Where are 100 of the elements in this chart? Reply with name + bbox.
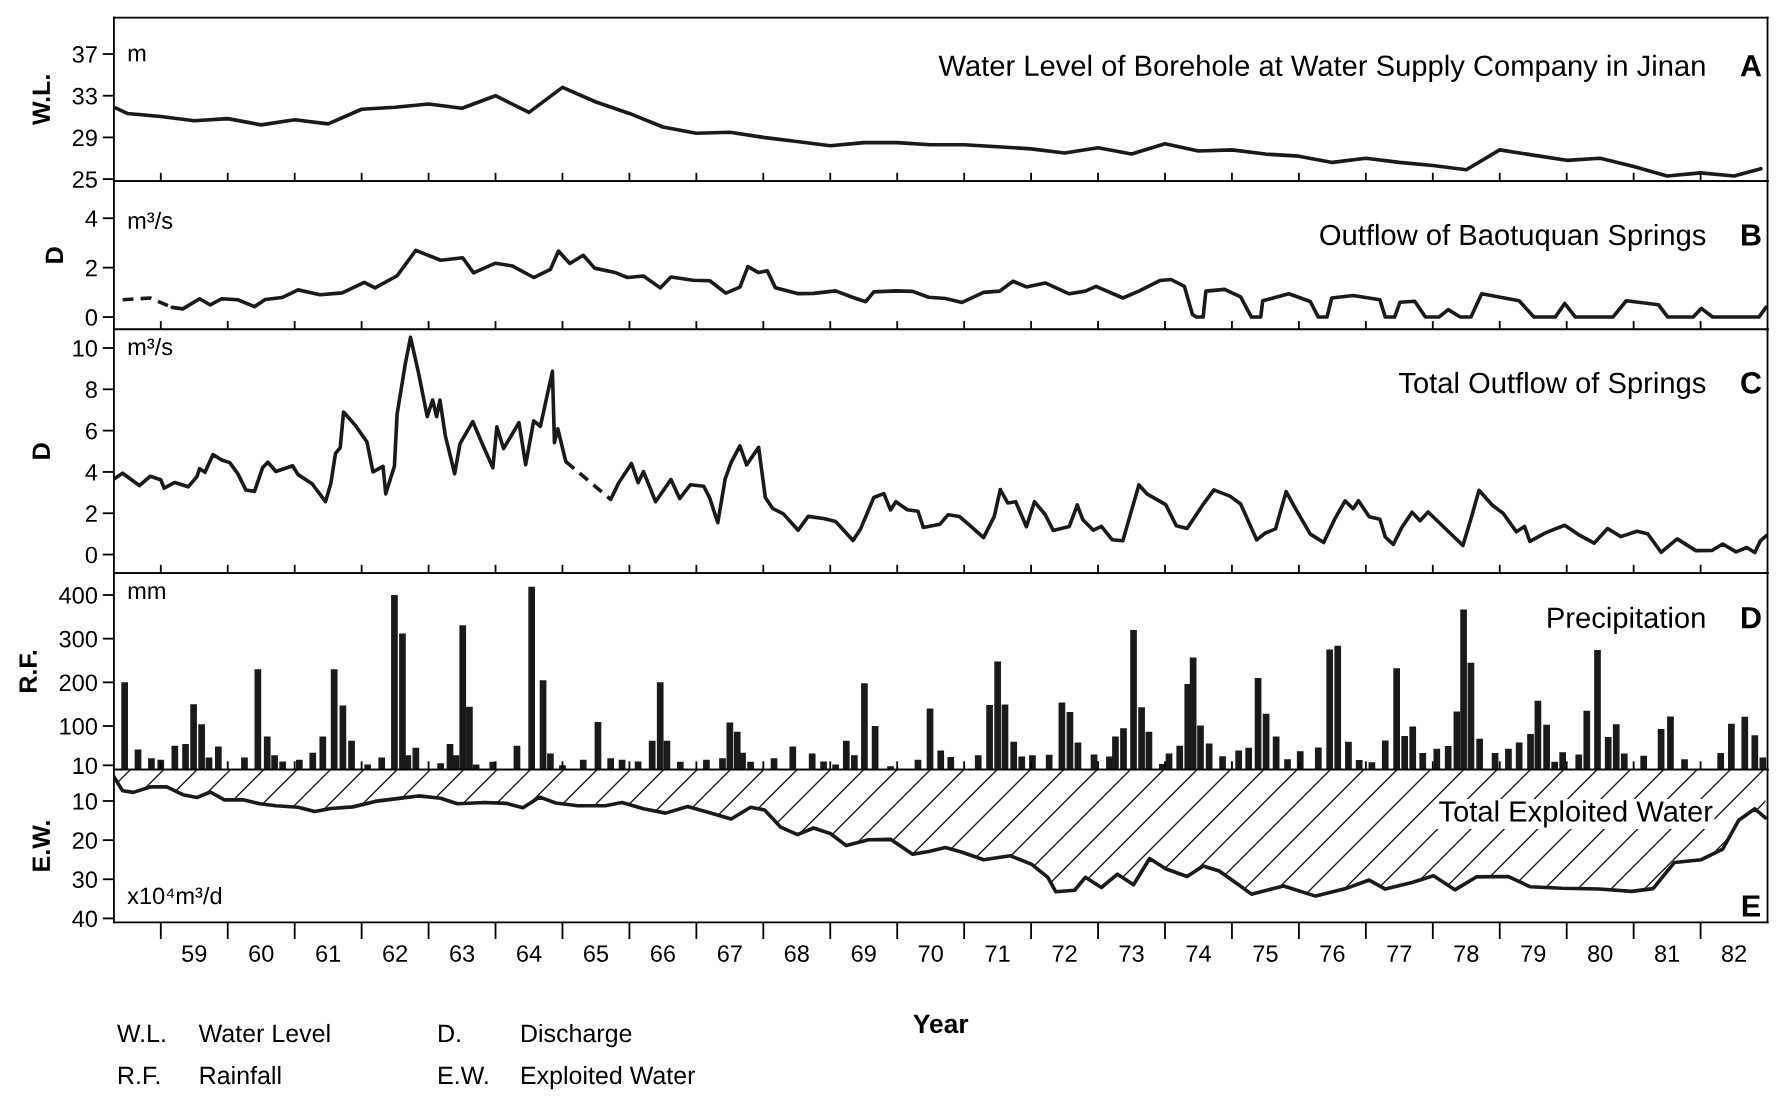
bar — [1433, 748, 1441, 770]
y-tick-label: 10 — [73, 340, 98, 357]
x-tick-label: 70 — [918, 945, 943, 962]
bar — [861, 683, 868, 770]
x-tick-label: 60 — [249, 945, 274, 962]
bar — [1728, 723, 1735, 770]
x-tick-label: 82 — [1721, 945, 1747, 962]
bar — [319, 736, 327, 770]
bar — [1515, 742, 1523, 770]
bar — [974, 755, 982, 770]
bar — [1667, 716, 1674, 770]
y-tick-label: 10 — [73, 757, 98, 775]
x-tick-label: 61 — [316, 945, 341, 962]
bar — [309, 752, 317, 770]
x-tick-label: 74 — [1186, 945, 1211, 962]
x-tick-label: 72 — [1052, 945, 1077, 962]
bar — [1741, 716, 1749, 770]
bar — [1751, 735, 1759, 770]
text: Precipitation — [1548, 606, 1705, 634]
text: Discharge — [521, 1023, 632, 1048]
x-tick-label: 62 — [383, 945, 408, 962]
bar — [676, 761, 684, 770]
y-tick-label: 37 — [72, 46, 97, 63]
bar — [378, 757, 386, 770]
bar — [215, 746, 222, 770]
x-tick-label: 67 — [717, 945, 742, 962]
text: D. — [439, 1024, 460, 1043]
annotation: m³/s — [128, 211, 173, 230]
text: R.F. — [118, 1066, 160, 1085]
bar — [241, 757, 248, 770]
y-tick-label: 4 — [85, 210, 98, 227]
bar — [703, 759, 710, 770]
annotation: mm — [128, 586, 165, 599]
bar — [348, 740, 355, 770]
annotation: A — [1740, 55, 1762, 77]
annotation: C — [1741, 372, 1762, 394]
annotation: B — [1742, 224, 1761, 246]
x-tick-label: 64 — [517, 945, 542, 962]
x-tick-label: 66 — [650, 945, 675, 962]
x-tick-label: 73 — [1119, 945, 1144, 962]
bar — [1717, 753, 1725, 770]
text: Outflow of Baotuquan Springs — [1320, 223, 1706, 252]
bar — [1381, 740, 1389, 770]
y-tick-label: 25 — [72, 171, 97, 188]
x-tick-label: 77 — [1387, 945, 1412, 962]
y-tick-label: 10 — [73, 793, 98, 810]
bar — [808, 753, 816, 770]
bar — [1355, 760, 1363, 770]
y-tick-label: 300 — [59, 630, 98, 648]
y-tick-label: 200 — [59, 674, 98, 692]
y-tick-label: 400 — [59, 587, 98, 604]
y-tick-label: 40 — [72, 910, 98, 928]
x-tick-label: 68 — [784, 945, 809, 962]
x-tick-label: 59 — [182, 945, 207, 962]
x-tick-label: 69 — [851, 945, 876, 962]
bar — [947, 757, 955, 770]
y-tick-label: 29 — [72, 129, 97, 147]
bar — [1476, 738, 1484, 770]
text: Exploited Water — [521, 1065, 696, 1090]
annotation: x10⁴m³/d — [127, 886, 222, 905]
text: E.W. — [439, 1066, 488, 1085]
text: Total Exploited Water — [1439, 800, 1713, 828]
x-tick-label: 65 — [584, 945, 609, 962]
bar — [579, 759, 587, 770]
annotation: D — [1742, 607, 1761, 629]
bar — [1640, 755, 1648, 770]
bar — [1284, 759, 1291, 770]
x-tick-label: 76 — [1320, 945, 1345, 962]
x-tick-label: 78 — [1454, 945, 1479, 962]
bar — [528, 586, 536, 770]
bar — [937, 750, 945, 770]
y-tick-label: 2 — [86, 505, 97, 522]
bar — [1345, 741, 1352, 770]
x-tick-label: 80 — [1588, 945, 1613, 962]
bar — [1205, 743, 1213, 770]
x-tick-label: 75 — [1253, 945, 1278, 962]
x-tick-label: 71 — [985, 945, 1010, 962]
y-tick-label: 20 — [72, 832, 98, 849]
x-axis-title: Year — [913, 1014, 969, 1034]
bar — [1245, 747, 1253, 770]
y-axis-title: W.L. — [32, 75, 50, 126]
bar — [1314, 747, 1322, 770]
y-tick-label: 0 — [85, 309, 98, 326]
bar — [1681, 759, 1688, 770]
bar — [1045, 754, 1053, 770]
y-tick-label: 30 — [72, 871, 98, 889]
annotation: E — [1742, 895, 1760, 917]
x-tick-label: 81 — [1655, 945, 1680, 962]
line-series — [114, 85, 1763, 178]
bar — [832, 764, 839, 770]
y-tick-label: 0 — [85, 546, 98, 564]
x-tick-label: 79 — [1521, 945, 1546, 962]
text: Water Level of Borehole at Water Supply Company in Jinan — [938, 54, 1705, 82]
bar — [789, 746, 797, 770]
bar — [437, 763, 444, 770]
text: Total Outflow of Springs — [1399, 371, 1706, 400]
y-tick-label: 6 — [86, 422, 97, 440]
y-axis-title: D — [45, 247, 63, 263]
text: Water Level — [198, 1023, 330, 1043]
bar — [296, 759, 303, 770]
